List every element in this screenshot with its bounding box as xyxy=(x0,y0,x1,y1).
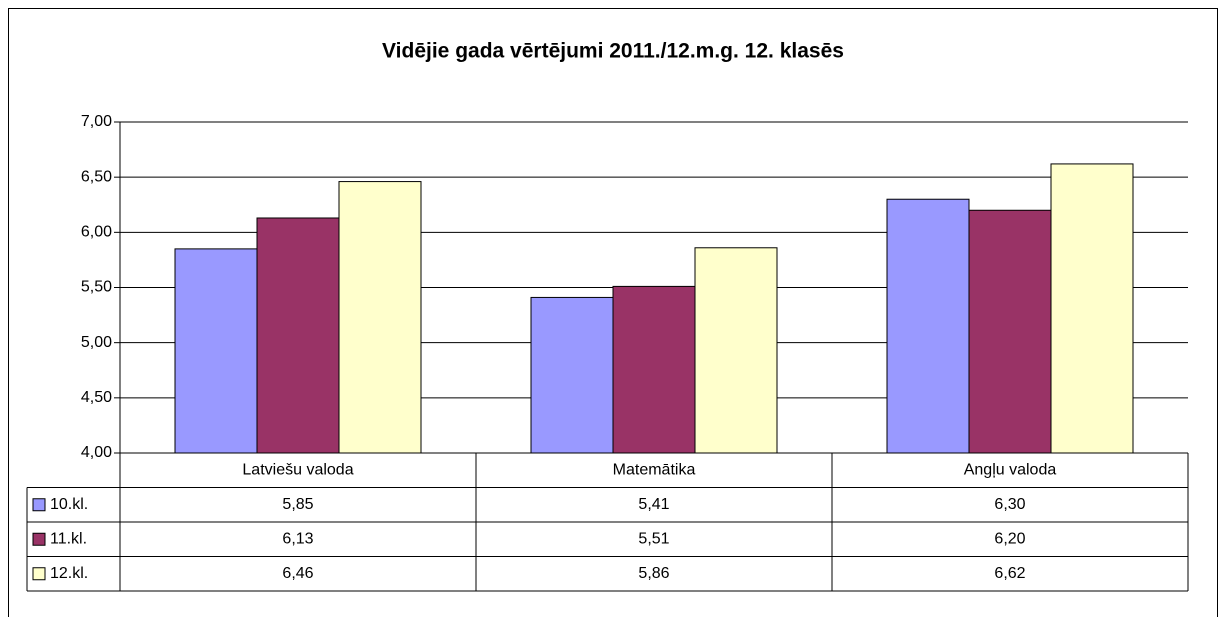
legend-label: 10.kl. xyxy=(50,496,88,513)
table-value: 5,86 xyxy=(638,565,669,582)
bar xyxy=(256,217,340,454)
y-tick-label: 4,00 xyxy=(81,444,112,461)
y-tick-label: 5,00 xyxy=(81,334,112,351)
bar xyxy=(612,285,696,454)
x-tick-label: Latviešu valoda xyxy=(242,461,353,478)
bar xyxy=(338,181,422,454)
table-value: 5,41 xyxy=(638,496,669,513)
legend-key xyxy=(32,567,46,581)
table-value: 5,85 xyxy=(282,496,313,513)
y-tick-label: 5,50 xyxy=(81,279,112,296)
legend-key xyxy=(32,532,46,546)
table-value: 6,13 xyxy=(282,530,313,547)
table-value: 6,30 xyxy=(994,496,1025,513)
bar xyxy=(886,198,970,454)
bar xyxy=(968,209,1052,454)
table-value: 6,62 xyxy=(994,565,1025,582)
x-tick-label: Matemātika xyxy=(613,461,696,478)
bar xyxy=(174,248,258,454)
table-value: 6,46 xyxy=(282,565,313,582)
x-tick-label: Angļu valoda xyxy=(964,461,1057,478)
y-tick-label: 6,00 xyxy=(81,224,112,241)
table-value: 5,51 xyxy=(638,530,669,547)
y-tick-label: 4,50 xyxy=(81,389,112,406)
y-tick-label: 6,50 xyxy=(81,168,112,185)
chart-title: Vidējie gada vērtējumi 2011./12.m.g. 12.… xyxy=(382,40,844,63)
legend-label: 12.kl. xyxy=(50,565,88,582)
bar xyxy=(694,247,778,454)
legend-key xyxy=(32,498,46,512)
bar xyxy=(1050,163,1134,454)
legend-label: 11.kl. xyxy=(50,530,87,547)
bar xyxy=(530,296,614,454)
table-value: 6,20 xyxy=(994,530,1025,547)
y-tick-label: 7,00 xyxy=(81,113,112,130)
